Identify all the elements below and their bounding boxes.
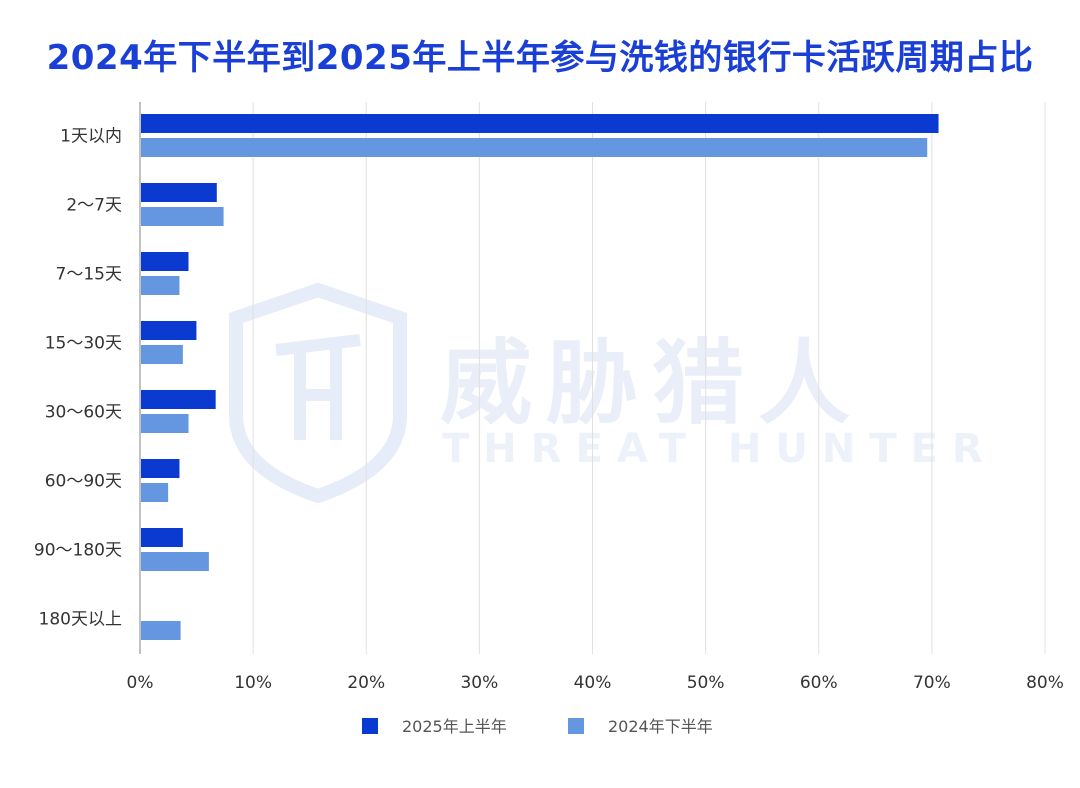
category-label: 90～180天 bbox=[34, 541, 122, 561]
x-tick-label: 20% bbox=[347, 673, 385, 693]
category-label: 30～60天 bbox=[45, 403, 122, 423]
bar-h2-2024-1 bbox=[141, 207, 224, 226]
x-tick-label: 70% bbox=[913, 673, 951, 693]
category-label: 180天以上 bbox=[39, 610, 122, 630]
x-tick-label: 80% bbox=[1026, 673, 1064, 693]
bar-h1-2025-4 bbox=[141, 390, 216, 409]
bars bbox=[141, 114, 939, 640]
watermark: 威胁猎人 THREAT HUNTER bbox=[229, 282, 997, 504]
legend-swatch-0 bbox=[362, 718, 378, 734]
bar-h2-2024-6 bbox=[141, 552, 209, 571]
x-tick-label: 50% bbox=[687, 673, 725, 693]
bar-h2-2024-0 bbox=[141, 138, 928, 157]
x-tick-labels: 0% 10% 20% 30% 40% 50% 60% 70% 80% bbox=[127, 673, 1064, 693]
bar-h2-2024-7 bbox=[141, 621, 181, 640]
legend-swatch-1 bbox=[568, 718, 584, 734]
bar-h2-2024-4 bbox=[141, 414, 189, 433]
x-tick-label: 30% bbox=[460, 673, 498, 693]
bar-h2-2024-2 bbox=[141, 276, 180, 295]
bar-h1-2025-6 bbox=[141, 528, 183, 547]
x-tick-label: 0% bbox=[127, 673, 154, 693]
chart-title: 2024年下半年到2025年上半年参与洗钱的银行卡活跃周期占比 bbox=[46, 38, 1034, 78]
bar-h1-2025-1 bbox=[141, 183, 217, 202]
category-label: 1天以内 bbox=[60, 127, 122, 147]
legend-label-0: 2025年上半年 bbox=[402, 717, 507, 736]
category-label: 15～30天 bbox=[45, 334, 122, 354]
x-tick-label: 60% bbox=[800, 673, 838, 693]
bar-h2-2024-3 bbox=[141, 345, 183, 364]
category-label: 7～15天 bbox=[56, 265, 122, 285]
legend: 2025年上半年 2024年下半年 bbox=[362, 717, 713, 736]
watermark-logo bbox=[229, 282, 407, 504]
bar-h2-2024-5 bbox=[141, 483, 169, 502]
bar-h1-2025-5 bbox=[141, 459, 180, 478]
watermark-name-en: THREAT HUNTER bbox=[442, 426, 997, 472]
gridlines bbox=[139, 102, 1046, 654]
category-label: 60～90天 bbox=[45, 472, 122, 492]
bar-h1-2025-3 bbox=[141, 321, 197, 340]
legend-label-1: 2024年下半年 bbox=[608, 717, 713, 736]
category-labels: 1天以内 2～7天 7～15天 15～30天 30～60天 60～90天 90～180天 18… bbox=[34, 127, 122, 630]
x-tick-label: 10% bbox=[234, 673, 272, 693]
x-tick-label: 40% bbox=[574, 673, 612, 693]
bar-h1-2025-0 bbox=[141, 114, 939, 133]
category-label: 2～7天 bbox=[66, 196, 122, 216]
watermark-name-cn: 威胁猎人 bbox=[440, 330, 864, 437]
bar-h1-2025-2 bbox=[141, 252, 189, 271]
